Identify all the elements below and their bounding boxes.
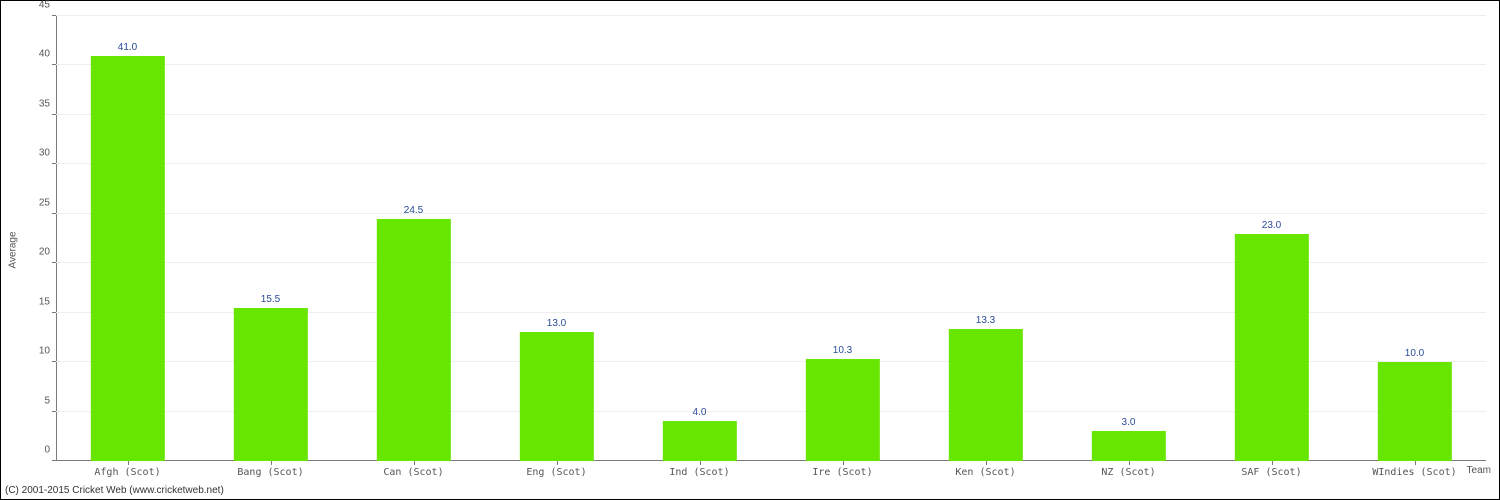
y-tick-label: 10 bbox=[39, 346, 56, 357]
y-tick-label: 5 bbox=[44, 395, 56, 406]
bar: 24.5 bbox=[376, 219, 450, 461]
chart-frame: Average 05101520253035404541.0Afgh (Scot… bbox=[0, 0, 1500, 500]
x-tick-label: Bang (Scot) bbox=[237, 461, 303, 478]
bar-value-label: 3.0 bbox=[1122, 417, 1136, 431]
bar-slot: 23.0SAF (Scot) bbox=[1200, 16, 1343, 461]
bar-slot: 3.0NZ (Scot) bbox=[1057, 16, 1200, 461]
y-axis-label: Average bbox=[8, 231, 19, 268]
bar-value-label: 24.5 bbox=[404, 205, 423, 219]
x-tick-label: Can (Scot) bbox=[383, 461, 443, 478]
bar-value-label: 13.0 bbox=[547, 318, 566, 332]
x-tick-label: Afgh (Scot) bbox=[94, 461, 160, 478]
bar-slot: 24.5Can (Scot) bbox=[342, 16, 485, 461]
bar-value-label: 41.0 bbox=[118, 42, 137, 56]
bar-slot: 41.0Afgh (Scot) bbox=[56, 16, 199, 461]
x-tick-label: SAF (Scot) bbox=[1241, 461, 1301, 478]
x-axis-label: Team bbox=[1467, 465, 1491, 476]
y-tick-label: 45 bbox=[39, 0, 56, 11]
bar-value-label: 15.5 bbox=[261, 294, 280, 308]
bar-value-label: 10.0 bbox=[1405, 348, 1424, 362]
bar-slot: 10.0WIndies (Scot) bbox=[1343, 16, 1486, 461]
plot-area: 05101520253035404541.0Afgh (Scot)15.5Ban… bbox=[56, 16, 1486, 461]
y-tick-label: 25 bbox=[39, 197, 56, 208]
bar-value-label: 4.0 bbox=[693, 407, 707, 421]
y-tick-label: 20 bbox=[39, 247, 56, 258]
x-tick-label: Ind (Scot) bbox=[669, 461, 729, 478]
bar-value-label: 13.3 bbox=[976, 315, 995, 329]
y-tick-label: 0 bbox=[44, 445, 56, 456]
bar: 13.0 bbox=[519, 332, 593, 461]
bar-value-label: 10.3 bbox=[833, 345, 852, 359]
x-tick-label: NZ (Scot) bbox=[1101, 461, 1155, 478]
bar: 10.3 bbox=[805, 359, 879, 461]
bar: 3.0 bbox=[1091, 431, 1165, 461]
bar: 41.0 bbox=[90, 56, 164, 461]
bar: 15.5 bbox=[233, 308, 307, 461]
bar-slot: 13.3Ken (Scot) bbox=[914, 16, 1057, 461]
x-tick-label: Eng (Scot) bbox=[526, 461, 586, 478]
bar-slot: 15.5Bang (Scot) bbox=[199, 16, 342, 461]
bar-slot: 4.0Ind (Scot) bbox=[628, 16, 771, 461]
y-tick-label: 40 bbox=[39, 49, 56, 60]
bar-slot: 10.3Ire (Scot) bbox=[771, 16, 914, 461]
footer-copyright: (C) 2001-2015 Cricket Web (www.cricketwe… bbox=[5, 485, 224, 496]
x-tick-label: WIndies (Scot) bbox=[1372, 461, 1456, 478]
bar-value-label: 23.0 bbox=[1262, 220, 1281, 234]
bar: 23.0 bbox=[1234, 234, 1308, 461]
bar: 4.0 bbox=[662, 421, 736, 461]
x-tick-label: Ire (Scot) bbox=[812, 461, 872, 478]
bar: 13.3 bbox=[948, 329, 1022, 461]
y-tick-label: 30 bbox=[39, 148, 56, 159]
y-tick-label: 35 bbox=[39, 98, 56, 109]
y-tick-label: 15 bbox=[39, 296, 56, 307]
x-tick-label: Ken (Scot) bbox=[955, 461, 1015, 478]
bar: 10.0 bbox=[1377, 362, 1451, 461]
bar-slot: 13.0Eng (Scot) bbox=[485, 16, 628, 461]
